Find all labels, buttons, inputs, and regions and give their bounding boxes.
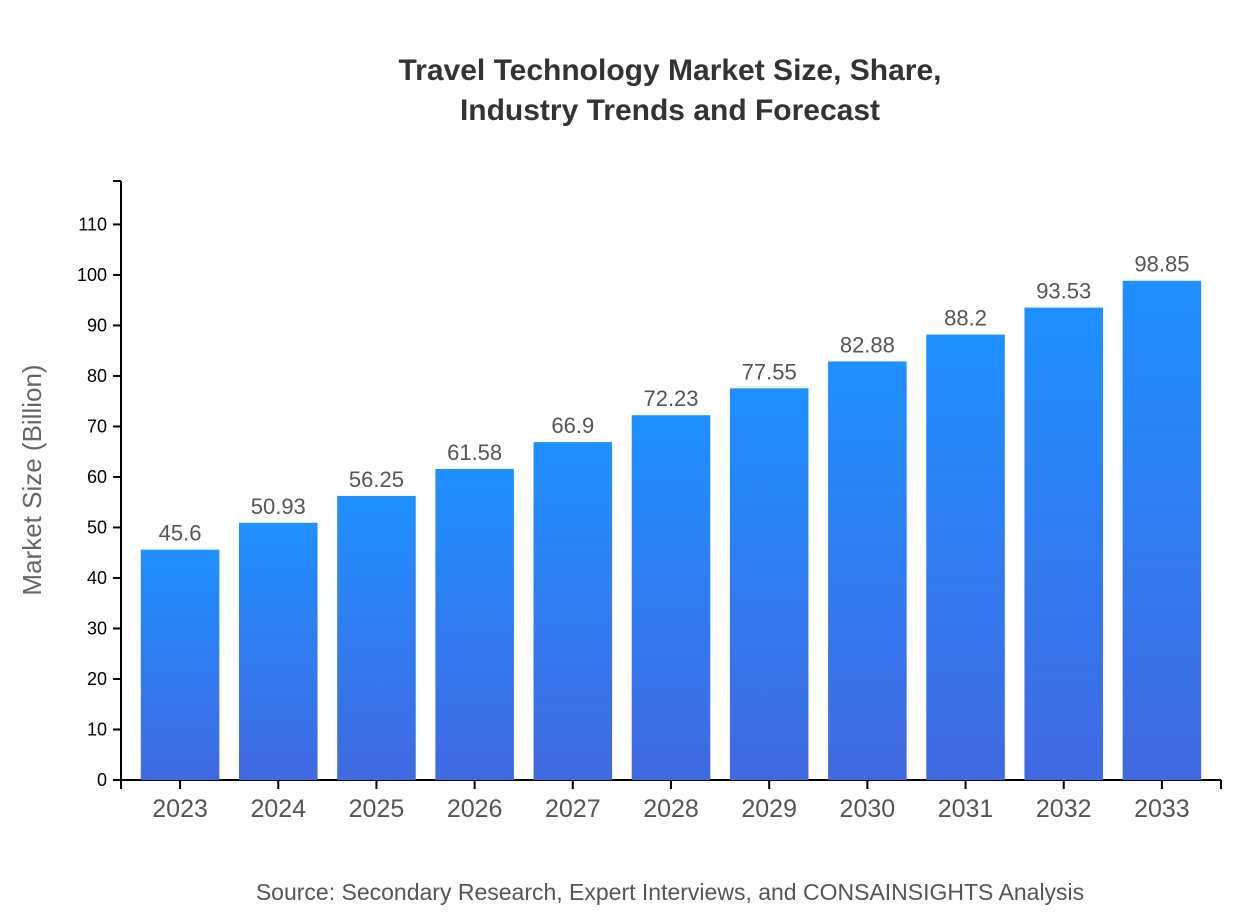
x-tick-label: 2026 bbox=[447, 795, 503, 823]
data-label: 66.9 bbox=[551, 413, 594, 438]
y-tick-label: 0 bbox=[97, 770, 107, 790]
bar-2033 bbox=[1122, 280, 1202, 780]
bar-2027 bbox=[533, 442, 613, 780]
x-tick-label: 2030 bbox=[840, 795, 896, 823]
bar-2031 bbox=[926, 334, 1005, 780]
y-axis-label: Market Size (Billion) bbox=[17, 364, 47, 595]
x-tick-label: 2032 bbox=[1036, 795, 1092, 823]
bar-2029 bbox=[729, 388, 809, 780]
bar-2024 bbox=[239, 522, 318, 780]
data-label: 45.6 bbox=[159, 521, 202, 546]
bar-2026 bbox=[435, 468, 514, 780]
x-tick-label: 2024 bbox=[250, 795, 306, 823]
x-tick-label: 2029 bbox=[741, 795, 797, 823]
source-note: Source: Secondary Research, Expert Inter… bbox=[256, 879, 1084, 905]
y-tick-label: 20 bbox=[87, 669, 107, 689]
y-tick-label: 10 bbox=[87, 719, 107, 739]
y-tick-label: 100 bbox=[77, 265, 107, 285]
bar-2023 bbox=[140, 549, 220, 780]
data-label: 77.55 bbox=[742, 359, 797, 384]
bar-2032 bbox=[1024, 307, 1103, 780]
y-tick-label: 60 bbox=[87, 467, 107, 487]
bar-2028 bbox=[631, 415, 711, 780]
data-label: 98.85 bbox=[1134, 252, 1189, 277]
x-tick-label: 2023 bbox=[152, 795, 208, 823]
x-tick-label: 2028 bbox=[643, 795, 699, 823]
x-tick-label: 2025 bbox=[349, 795, 405, 823]
data-label: 82.88 bbox=[840, 332, 895, 357]
data-label: 56.25 bbox=[349, 467, 404, 492]
data-label: 72.23 bbox=[643, 386, 698, 411]
chart-title-line-1: Travel Technology Market Size, Share, bbox=[399, 54, 942, 87]
data-label: 93.53 bbox=[1036, 279, 1091, 304]
y-tick-label: 80 bbox=[87, 366, 107, 386]
x-tick-label: 2033 bbox=[1134, 795, 1190, 823]
plot-area: 010203040506070809010011045.6202350.9320… bbox=[77, 180, 1222, 823]
y-tick-label: 30 bbox=[87, 618, 107, 638]
data-label: 88.2 bbox=[944, 306, 987, 331]
bar-2030 bbox=[828, 361, 907, 780]
x-tick-label: 2027 bbox=[545, 795, 601, 823]
data-label: 61.58 bbox=[447, 440, 502, 465]
x-tick-label: 2031 bbox=[938, 795, 994, 823]
y-tick-label: 90 bbox=[87, 315, 107, 335]
y-tick-label: 40 bbox=[87, 568, 107, 588]
y-tick-label: 110 bbox=[78, 214, 107, 234]
bar-2025 bbox=[337, 495, 416, 780]
chart-title-line-2: Industry Trends and Forecast bbox=[460, 94, 880, 127]
data-label: 50.93 bbox=[251, 494, 306, 519]
y-tick-label: 50 bbox=[87, 517, 107, 537]
y-tick-label: 70 bbox=[87, 416, 107, 436]
